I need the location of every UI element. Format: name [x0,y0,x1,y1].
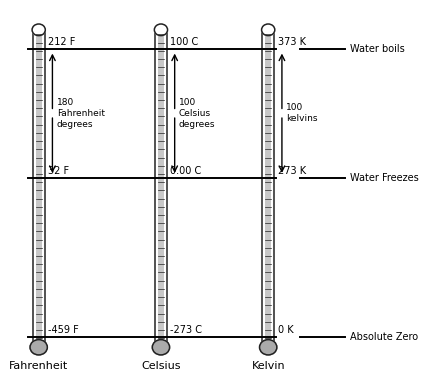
Text: Water Freezes: Water Freezes [350,173,419,183]
Text: Kelvin: Kelvin [251,361,285,371]
Text: Absolute Zero: Absolute Zero [350,332,418,342]
Text: Fahrenheit: Fahrenheit [9,361,68,371]
Text: 32 F: 32 F [48,166,69,176]
Text: Celsius: Celsius [141,361,181,371]
Text: -459 F: -459 F [48,325,79,335]
Circle shape [154,24,167,36]
Text: 180
Fahrenheit
degrees: 180 Fahrenheit degrees [57,98,105,129]
Bar [262,30,274,343]
Text: 0.00 C: 0.00 C [170,166,201,176]
Circle shape [30,340,47,355]
Circle shape [32,24,45,36]
Text: 212 F: 212 F [48,37,76,47]
Text: 0 K: 0 K [277,325,293,335]
Text: 100
Celsius
degrees: 100 Celsius degrees [179,98,215,129]
Text: -273 C: -273 C [170,325,202,335]
Circle shape [260,340,277,355]
Bar [33,30,45,343]
Bar [158,30,164,341]
Text: 100 C: 100 C [170,37,199,47]
Bar [155,30,167,343]
Text: Water boils: Water boils [350,44,405,54]
Text: 373 K: 373 K [277,37,305,47]
Circle shape [153,340,170,355]
Text: 100
kelvins: 100 kelvins [286,103,318,123]
Text: 273 K: 273 K [277,166,306,176]
Bar [35,30,42,341]
Circle shape [262,24,275,36]
Bar [265,30,271,341]
